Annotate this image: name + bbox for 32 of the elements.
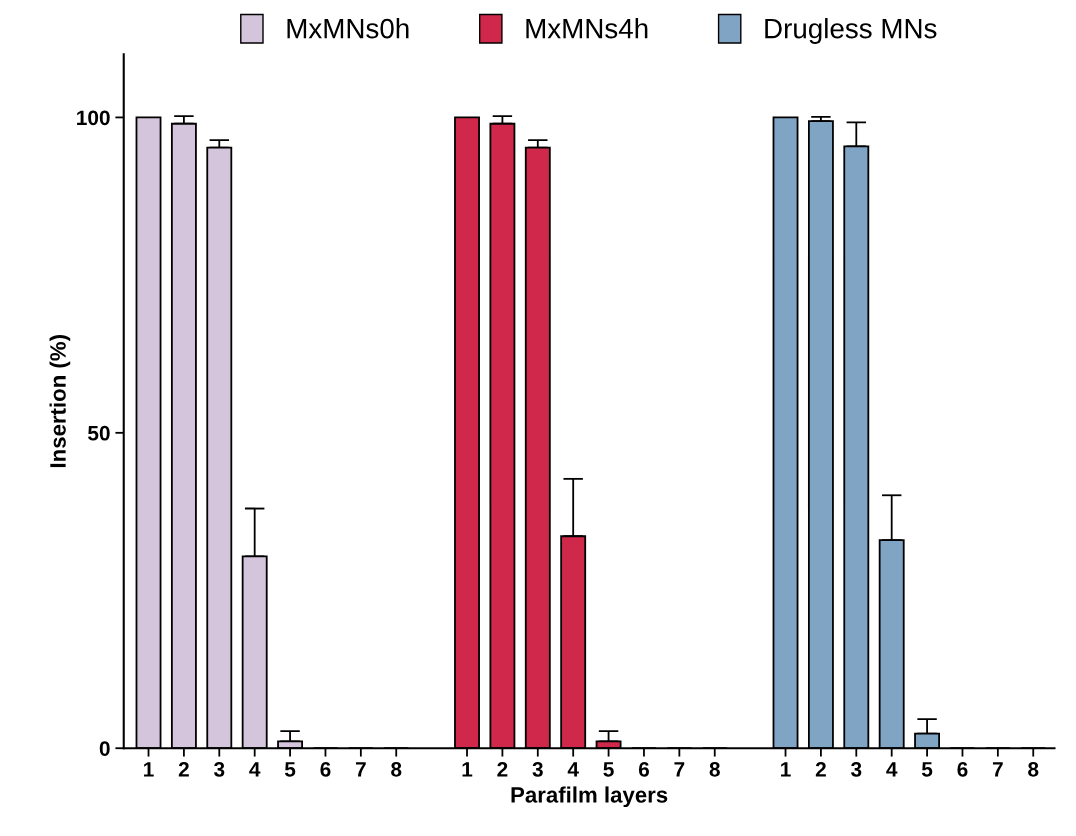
x-tick-label: 6	[320, 761, 331, 777]
x-tick-label: 4	[249, 762, 261, 777]
x-tick-label: 5	[921, 762, 933, 777]
x-tick-label: 5	[603, 762, 614, 777]
x-tick-label: 3	[213, 761, 225, 777]
x-tick-label: 2	[178, 761, 189, 777]
x-tick-label: 6	[957, 761, 968, 777]
y-tick-label: 0	[99, 741, 110, 756]
x-tick-label: 4	[886, 762, 898, 777]
legend-label: Drugless MNs	[765, 18, 937, 44]
x-tick-label: 7	[355, 762, 366, 777]
x-tick-label: 3	[532, 761, 543, 777]
x-tick-label: 1	[462, 762, 473, 777]
legend-label: MxMNs4h	[526, 18, 648, 39]
x-tick-label: 1	[781, 762, 791, 777]
x-tick-label: 7	[674, 762, 685, 777]
x-tick-label: 8	[391, 761, 402, 777]
x-tick-label: 3	[850, 761, 862, 777]
x-tick-label: 2	[815, 761, 826, 777]
x-tick-label: 1	[144, 762, 154, 777]
x-tick-label: 6	[638, 761, 649, 777]
legend-label: MxMNs0h	[287, 18, 409, 39]
x-tick-label: 8	[1028, 761, 1039, 777]
y-axis-title: Insertion (%)	[49, 335, 71, 468]
y-tick-label: 100	[77, 110, 110, 126]
y-tick-label: 50	[88, 425, 110, 441]
x-tick-label: 2	[497, 761, 508, 777]
x-tick-label: 4	[567, 762, 579, 777]
x-tick-label: 5	[284, 762, 296, 777]
x-tick-label: 8	[709, 761, 720, 777]
x-tick-label: 7	[992, 762, 1003, 777]
x-axis-title: Parafilm layers	[511, 786, 668, 808]
